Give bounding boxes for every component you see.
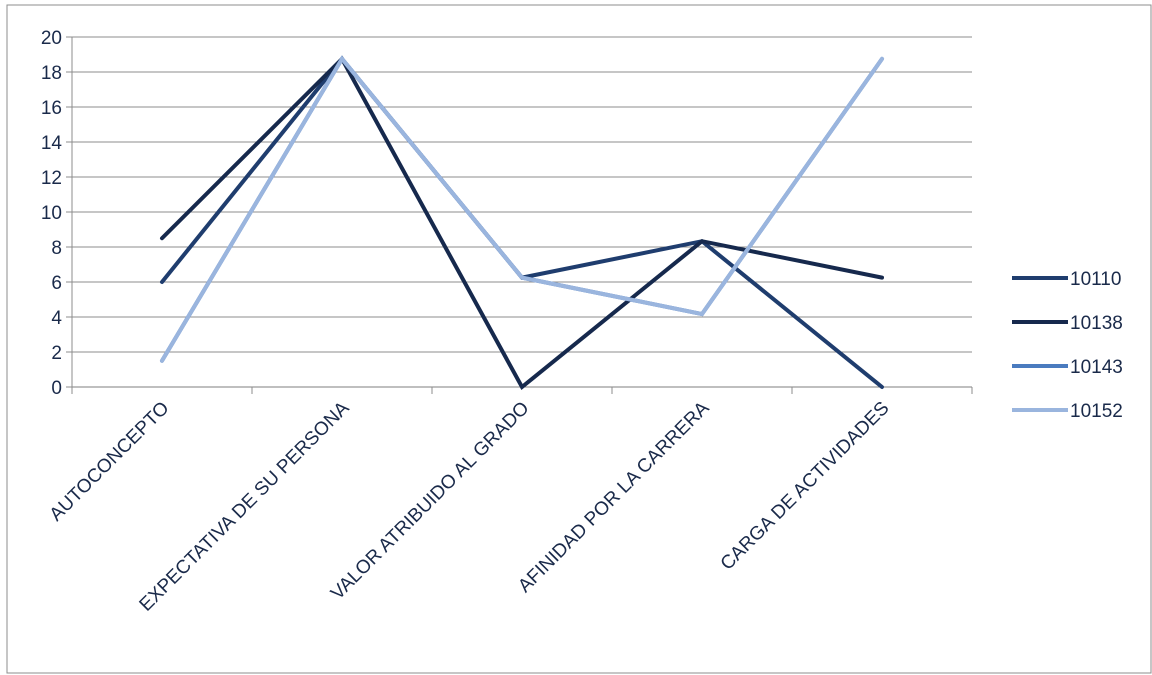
y-tick-label: 20 bbox=[41, 28, 62, 49]
y-tick-label: 2 bbox=[51, 343, 62, 364]
y-tick-label: 4 bbox=[51, 308, 62, 329]
legend-entry-label: 10143 bbox=[1070, 357, 1123, 378]
y-tick-label: 18 bbox=[41, 63, 62, 84]
y-tick-label: 14 bbox=[41, 133, 63, 154]
legend: 10110 10138 10143 10152 bbox=[1012, 269, 1123, 422]
series-line-10138 bbox=[162, 59, 882, 387]
y-tick-label: 0 bbox=[51, 378, 62, 399]
y-axis-ticks: 0 2 4 6 8 10 12 14 16 18 20 bbox=[41, 28, 72, 399]
y-tick-label: 12 bbox=[41, 168, 62, 189]
x-category-label: EXPECTATIVA DE SU PERSONA bbox=[136, 397, 354, 615]
y-tick-label: 16 bbox=[41, 98, 62, 119]
legend-entry-label: 10138 bbox=[1070, 313, 1123, 334]
legend-entry-label: 10110 bbox=[1070, 269, 1121, 290]
y-tick-label: 8 bbox=[51, 238, 62, 259]
x-category-label: AFINIDAD POR LA CARRERA bbox=[514, 397, 713, 596]
x-category-label: VALOR ATRIBUIDO AL GRADO bbox=[327, 398, 533, 604]
x-category-label: CARGA DE ACTIVIDADES bbox=[717, 398, 894, 575]
series-line-10152 bbox=[162, 59, 882, 361]
x-category-label: AUTOCONCEPTO bbox=[46, 398, 174, 526]
y-tick-label: 10 bbox=[41, 203, 62, 224]
y-tick-label: 6 bbox=[51, 273, 62, 294]
gridlines bbox=[72, 37, 972, 387]
series-line-10110 bbox=[162, 59, 882, 387]
series-lines bbox=[162, 59, 882, 387]
legend-entry-label: 10152 bbox=[1070, 401, 1123, 422]
